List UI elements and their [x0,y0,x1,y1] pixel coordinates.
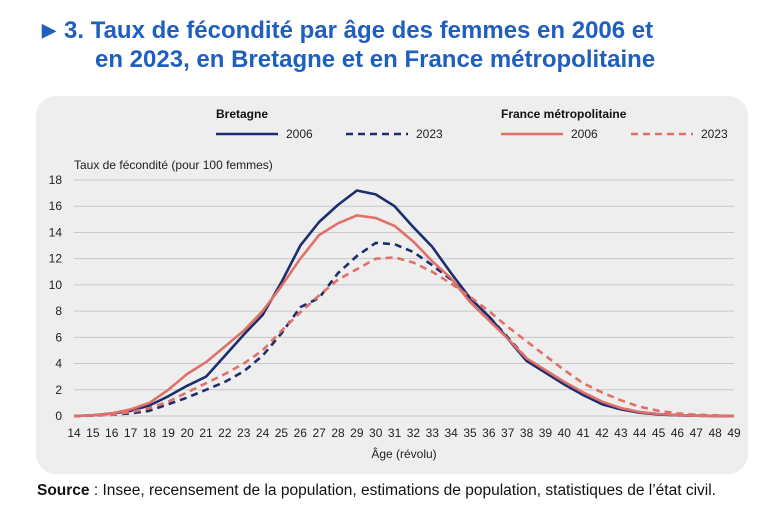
x-tick-label: 20 [180,426,194,440]
y-tick-label: 16 [49,199,63,213]
title-line-1-text: Taux de fécondité par âge des femmes en … [90,17,654,44]
x-tick-label: 42 [595,426,609,440]
x-tick-label: 44 [633,426,647,440]
x-tick-label: 14 [67,426,81,440]
x-tick-label: 19 [162,426,176,440]
x-tick-label: 21 [199,426,213,440]
legend-entry-label: 2006 [571,127,598,141]
y-tick-label: 2 [55,383,62,397]
x-tick-label: 33 [426,426,440,440]
legend-entry-label: 2023 [416,127,443,141]
x-tick-label: 17 [124,426,138,440]
x-tick-label: 28 [331,426,345,440]
x-tick-label: 35 [463,426,477,440]
title-prefix: 3. [64,17,85,44]
y-axis-label: Taux de fécondité (pour 100 femmes) [74,158,273,172]
chart-title: ▶ 3. Taux de fécondité par âge des femme… [42,16,762,74]
x-tick-label: 25 [275,426,289,440]
x-tick-label: 29 [350,426,364,440]
legend-group-title: France métropolitaine [501,107,627,121]
x-tick-label: 32 [407,426,421,440]
x-tick-label: 24 [256,426,270,440]
y-tick-label: 10 [49,278,63,292]
y-tick-label: 12 [49,252,63,266]
x-tick-label: 15 [86,426,100,440]
source-label: Source [37,482,90,499]
x-tick-label: 47 [690,426,704,440]
triangle-arrow-icon: ▶ [42,20,56,40]
x-tick-label: 22 [218,426,232,440]
x-tick-label: 26 [294,426,308,440]
x-tick-label: 37 [501,426,515,440]
series-line-france-m-tropolitaine-2006 [73,214,735,418]
y-tick-label: 4 [55,357,62,371]
y-tick-label: 8 [55,304,62,318]
series-line-bretagne-2023 [73,241,735,418]
x-tick-label: 41 [576,426,590,440]
y-tick-label: 6 [55,330,62,344]
x-tick-label: 18 [143,426,157,440]
y-tick-label: 18 [49,173,63,187]
x-axis-label: Âge (révolu) [371,446,436,461]
legend-entry-label: 2006 [286,127,313,141]
x-tick-label: 43 [614,426,628,440]
x-tick-label: 38 [520,426,534,440]
title-line-1: 3. Taux de fécondité par âge des femmes … [64,16,762,45]
source-text: : Insee, recensement de la population, e… [89,482,716,499]
x-tick-label: 31 [388,426,402,440]
legend-entry-label: 2023 [701,127,728,141]
x-tick-label: 45 [652,426,666,440]
x-tick-label: 23 [237,426,251,440]
x-tick-label: 36 [482,426,496,440]
title-line-2: en 2023, en Bretagne et en France métrop… [95,46,656,73]
x-tick-label: 30 [369,426,383,440]
x-tick-label: 46 [671,426,685,440]
x-tick-label: 16 [105,426,119,440]
series-line-france-m-tropolitaine-2023 [73,256,735,418]
chart-panel: 0 2 4 6 8 10 12 14 16 18 14 15 16 17 18 19 20 21 22 23 24 25 2… [36,96,748,474]
y-tick-label: 0 [55,409,62,423]
x-tick-label: 40 [558,426,572,440]
x-tick-label: 27 [312,426,326,440]
series-line-bretagne-2006 [73,189,735,418]
x-tick-label: 49 [727,426,741,440]
x-tick-label: 34 [444,426,458,440]
source-note: Source : Insee, recensement de la popula… [37,481,757,500]
x-tick-label: 39 [539,426,553,440]
y-tick-label: 14 [49,225,63,239]
legend-group-title: Bretagne [216,107,268,121]
x-tick-label: 48 [708,426,722,440]
